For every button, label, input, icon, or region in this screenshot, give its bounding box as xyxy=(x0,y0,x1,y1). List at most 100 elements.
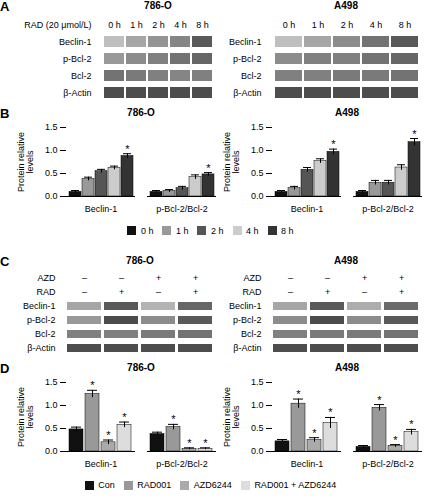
svg-text:AZD: AZD xyxy=(38,273,57,283)
svg-text:1.5: 1.5 xyxy=(45,122,58,132)
svg-text:β-Actin: β-Actin xyxy=(233,343,261,353)
svg-text:0.5: 0.5 xyxy=(45,423,58,433)
svg-text:Bcl-2: Bcl-2 xyxy=(241,329,262,339)
svg-text:*: * xyxy=(171,413,176,425)
svg-text:Bcl-2: Bcl-2 xyxy=(35,329,56,339)
svg-text:p-Bcl-2: p-Bcl-2 xyxy=(233,54,262,64)
html-text:0 h: 0 h xyxy=(141,225,154,236)
svg-text:+: + xyxy=(362,273,367,283)
svg-text:*: * xyxy=(328,406,333,418)
svg-text:–: – xyxy=(119,273,124,283)
svg-text:+: + xyxy=(325,287,330,297)
svg-text:*: * xyxy=(90,379,95,391)
svg-text:8 h: 8 h xyxy=(196,20,209,30)
svg-text:*: * xyxy=(409,418,414,430)
svg-text:–: – xyxy=(156,287,161,297)
svg-text:Beclin-1: Beclin-1 xyxy=(59,37,92,47)
svg-text:–: – xyxy=(82,287,87,297)
svg-text:*: * xyxy=(296,388,301,400)
svg-text:+: + xyxy=(399,287,404,297)
svg-text:+: + xyxy=(119,287,124,297)
html-text:786-O: 786-O xyxy=(127,361,155,373)
svg-text:–: – xyxy=(362,287,367,297)
svg-text:Beclin-1: Beclin-1 xyxy=(229,301,262,311)
svg-text:1.0: 1.0 xyxy=(251,145,264,155)
svg-text:4 h: 4 h xyxy=(370,20,383,30)
html-text:786-O: 786-O xyxy=(127,107,155,118)
svg-text:*: * xyxy=(412,128,417,140)
svg-text:1.0: 1.0 xyxy=(45,145,58,155)
svg-text:–: – xyxy=(82,273,87,283)
svg-text:*: * xyxy=(125,143,130,155)
svg-text:+: + xyxy=(156,273,161,283)
svg-text:p-Bcl-2/Bcl-2: p-Bcl-2/Bcl-2 xyxy=(362,204,414,214)
svg-text:AZD: AZD xyxy=(244,273,263,283)
svg-text:*: * xyxy=(106,429,111,441)
html-text:A498: A498 xyxy=(334,254,358,266)
svg-text:2 h: 2 h xyxy=(152,20,165,30)
svg-text:*: * xyxy=(206,162,211,174)
svg-text:Bcl-2: Bcl-2 xyxy=(71,71,92,81)
svg-text:–: – xyxy=(288,273,293,283)
svg-text:1.5: 1.5 xyxy=(251,122,264,132)
svg-text:Beclin-1: Beclin-1 xyxy=(291,458,324,468)
svg-text:2 h: 2 h xyxy=(341,20,354,30)
svg-text:*: * xyxy=(393,433,398,445)
svg-text:Beclin-1: Beclin-1 xyxy=(291,204,324,214)
svg-text:Beclin-1: Beclin-1 xyxy=(229,37,262,47)
svg-text:1.0: 1.0 xyxy=(45,400,58,410)
svg-text:*: * xyxy=(312,426,317,438)
svg-text:*: * xyxy=(122,411,127,423)
svg-text:p-Bcl-2/Bcl-2: p-Bcl-2/Bcl-2 xyxy=(362,458,414,468)
svg-text:p-Bcl-2/Bcl-2: p-Bcl-2/Bcl-2 xyxy=(156,458,208,468)
svg-text:Protein relativelevels: Protein relativelevels xyxy=(222,386,241,446)
svg-text:1.0: 1.0 xyxy=(251,400,264,410)
svg-text:1 h: 1 h xyxy=(130,20,143,30)
svg-text:1 h: 1 h xyxy=(312,20,325,30)
svg-text:0.0: 0.0 xyxy=(251,446,264,456)
html-text:A498: A498 xyxy=(335,107,359,118)
svg-text:RAD: RAD xyxy=(242,287,262,297)
svg-text:0.0: 0.0 xyxy=(45,446,58,456)
svg-text:Beclin-1: Beclin-1 xyxy=(23,301,56,311)
svg-text:Beclin-1: Beclin-1 xyxy=(85,458,118,468)
html-text:A498: A498 xyxy=(334,0,358,11)
svg-text:+: + xyxy=(399,273,404,283)
svg-text:1.5: 1.5 xyxy=(251,377,264,387)
svg-text:Protein relativelevels: Protein relativelevels xyxy=(222,132,241,192)
svg-text:–: – xyxy=(288,287,293,297)
svg-text:8 h: 8 h xyxy=(399,20,412,30)
svg-text:*: * xyxy=(203,436,208,448)
svg-text:p-Bcl-2: p-Bcl-2 xyxy=(27,315,56,325)
svg-text:0.0: 0.0 xyxy=(251,191,264,201)
svg-text:0 h: 0 h xyxy=(283,20,296,30)
svg-text:–: – xyxy=(325,273,330,283)
svg-text:Beclin-1: Beclin-1 xyxy=(85,204,118,214)
svg-text:*: * xyxy=(377,393,382,405)
svg-text:β-Actin: β-Actin xyxy=(63,88,91,98)
svg-text:4 h: 4 h xyxy=(174,20,187,30)
svg-text:p-Bcl-2/Bcl-2: p-Bcl-2/Bcl-2 xyxy=(156,204,208,214)
svg-text:Bcl-2: Bcl-2 xyxy=(241,71,262,81)
html-text:786-O: 786-O xyxy=(126,254,154,266)
svg-text:β-Actin: β-Actin xyxy=(27,343,55,353)
svg-text:0.5: 0.5 xyxy=(45,168,58,178)
svg-text:Protein relativelevels: Protein relativelevels xyxy=(16,386,35,446)
svg-text:*: * xyxy=(187,436,192,448)
svg-text:1.5: 1.5 xyxy=(45,377,58,387)
svg-text:RAD (20 μmol/L): RAD (20 μmol/L) xyxy=(24,20,91,30)
svg-text:Protein relativelevels: Protein relativelevels xyxy=(16,132,35,192)
svg-text:β-Actin: β-Actin xyxy=(233,88,261,98)
svg-text:0.0: 0.0 xyxy=(45,191,58,201)
svg-text:+: + xyxy=(193,287,198,297)
svg-text:0.5: 0.5 xyxy=(251,423,264,433)
html-text:786-O: 786-O xyxy=(144,0,172,11)
svg-text:p-Bcl-2: p-Bcl-2 xyxy=(233,315,262,325)
svg-text:*: * xyxy=(331,138,336,150)
svg-text:+: + xyxy=(193,273,198,283)
svg-text:0.5: 0.5 xyxy=(251,168,264,178)
svg-text:0 h: 0 h xyxy=(108,20,121,30)
html-text:A498: A498 xyxy=(335,361,359,373)
svg-text:RAD: RAD xyxy=(36,287,56,297)
svg-text:p-Bcl-2: p-Bcl-2 xyxy=(63,54,92,64)
